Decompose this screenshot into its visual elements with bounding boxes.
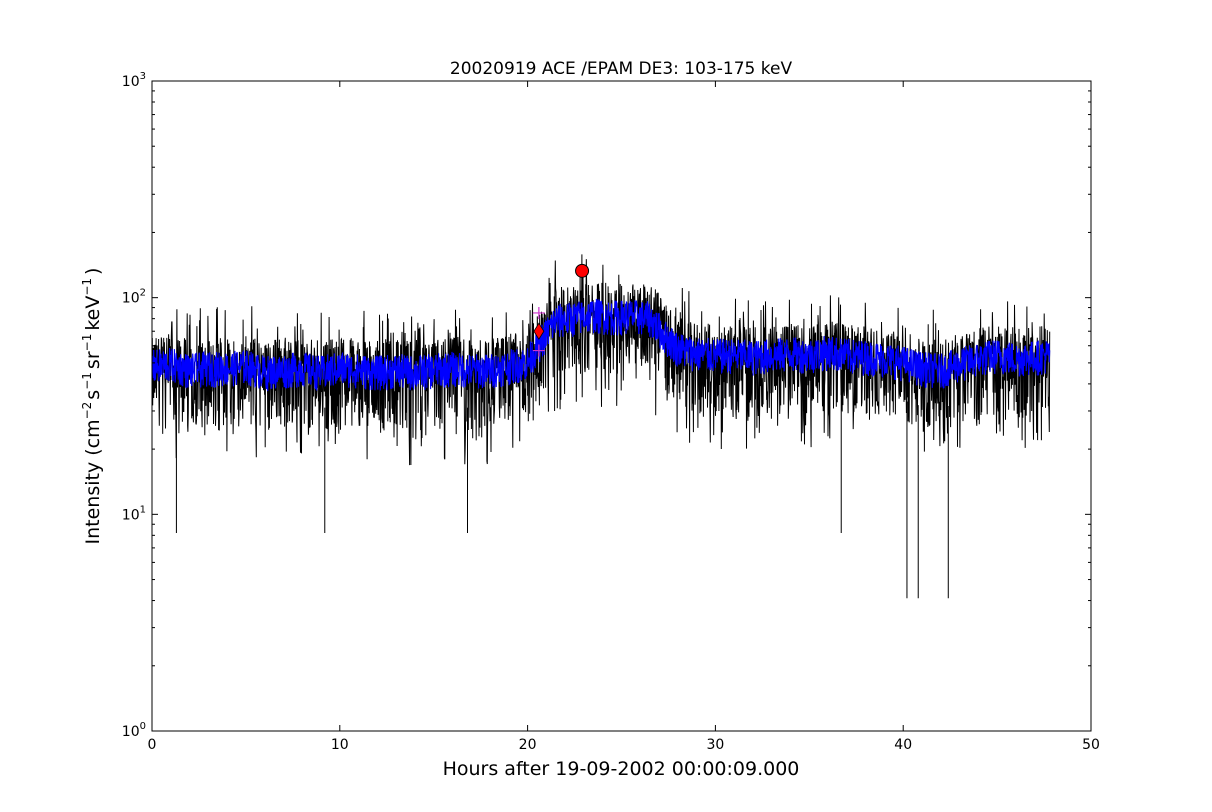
- x-axis-label: Hours after 19-09-2002 00:00:09.000: [443, 758, 800, 780]
- error-marker-plus: [532, 344, 545, 357]
- y-axis-label: Intensity (cm−2s−1sr−1keV−1): [80, 268, 104, 545]
- x-tick-label: 30: [706, 737, 724, 753]
- peak-marker-circle: [575, 263, 590, 278]
- series-path: [151, 254, 1051, 466]
- x-tick-label: 20: [519, 737, 537, 753]
- y-tick-label: 102: [122, 288, 146, 307]
- x-tick-label: 40: [894, 737, 912, 753]
- x-tick-label: 0: [148, 737, 157, 753]
- series-blue-line: [151, 298, 1051, 392]
- x-tick-label: 50: [1082, 737, 1100, 753]
- onset-marker-diamond: [533, 322, 545, 340]
- series-black-line: [151, 254, 1051, 599]
- y-tick-label: 103: [122, 71, 146, 90]
- error-marker-plus: [532, 306, 545, 319]
- x-tick-label: 10: [331, 737, 349, 753]
- marker-layer: [532, 263, 590, 357]
- data-layer: [151, 254, 1051, 599]
- series-path: [151, 298, 1051, 392]
- y-tick-label: 100: [122, 721, 146, 740]
- chart-title: 20020919 ACE /EPAM DE3: 103-175 keV: [450, 59, 793, 79]
- y-tick-label: 101: [122, 504, 146, 523]
- plot-frame: [151, 80, 1092, 732]
- tick-layer: 0 10 20 30 40 50 100 101 102 103: [122, 71, 1100, 753]
